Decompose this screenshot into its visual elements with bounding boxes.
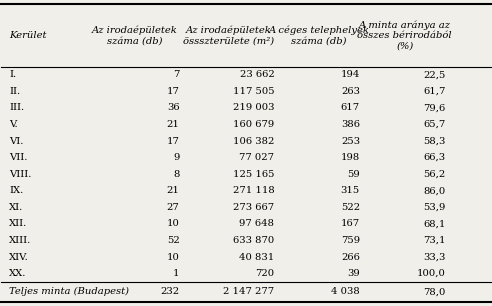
Text: XII.: XII. bbox=[9, 219, 28, 228]
Text: 36: 36 bbox=[167, 103, 180, 113]
Text: 21: 21 bbox=[167, 186, 180, 195]
Text: 106 382: 106 382 bbox=[233, 136, 275, 146]
Text: 198: 198 bbox=[341, 153, 360, 162]
Text: 720: 720 bbox=[255, 269, 275, 278]
Text: 8: 8 bbox=[173, 170, 180, 179]
Text: 86,0: 86,0 bbox=[423, 186, 446, 195]
Text: 4 038: 4 038 bbox=[331, 287, 360, 296]
Text: 315: 315 bbox=[341, 186, 360, 195]
Text: 9: 9 bbox=[173, 153, 180, 162]
Text: 33,3: 33,3 bbox=[423, 252, 446, 262]
Text: 56,2: 56,2 bbox=[423, 170, 446, 179]
Text: 253: 253 bbox=[341, 136, 360, 146]
Text: 617: 617 bbox=[341, 103, 360, 113]
Text: 17: 17 bbox=[167, 136, 180, 146]
Text: 1: 1 bbox=[173, 269, 180, 278]
Text: XIII.: XIII. bbox=[9, 236, 31, 245]
Text: XI.: XI. bbox=[9, 203, 24, 212]
Text: 10: 10 bbox=[167, 219, 180, 228]
Text: 73,1: 73,1 bbox=[423, 236, 446, 245]
Text: A minta aránya az
összes bérirodából
(%): A minta aránya az összes bérirodából (%) bbox=[358, 21, 452, 51]
Text: II.: II. bbox=[9, 87, 20, 96]
Text: 160 679: 160 679 bbox=[233, 120, 275, 129]
Text: 59: 59 bbox=[347, 170, 360, 179]
Text: VI.: VI. bbox=[9, 136, 24, 146]
Text: VIII.: VIII. bbox=[9, 170, 31, 179]
Text: 194: 194 bbox=[340, 70, 360, 79]
Text: 7: 7 bbox=[173, 70, 180, 79]
Text: 61,7: 61,7 bbox=[423, 87, 446, 96]
Text: Az irodaépületek
száma (db): Az irodaépületek száma (db) bbox=[92, 26, 178, 46]
Text: 21: 21 bbox=[167, 120, 180, 129]
Text: 65,7: 65,7 bbox=[423, 120, 446, 129]
Text: 522: 522 bbox=[341, 203, 360, 212]
Text: 66,3: 66,3 bbox=[424, 153, 446, 162]
Text: 52: 52 bbox=[167, 236, 180, 245]
Text: 100,0: 100,0 bbox=[417, 269, 446, 278]
Text: XIV.: XIV. bbox=[9, 252, 29, 262]
Text: A céges telephelyek
száma (db): A céges telephelyek száma (db) bbox=[269, 26, 369, 46]
Text: 58,3: 58,3 bbox=[423, 136, 446, 146]
Text: IX.: IX. bbox=[9, 186, 24, 195]
Text: 232: 232 bbox=[160, 287, 180, 296]
Text: 759: 759 bbox=[341, 236, 360, 245]
Text: 117 505: 117 505 bbox=[233, 87, 275, 96]
Text: Teljes minta (Budapest): Teljes minta (Budapest) bbox=[9, 287, 129, 296]
Text: 17: 17 bbox=[167, 87, 180, 96]
Text: 77 027: 77 027 bbox=[240, 153, 275, 162]
Text: 2 147 277: 2 147 277 bbox=[223, 287, 275, 296]
Text: Az irodaépületek
össszterülete (m²): Az irodaépületek össszterülete (m²) bbox=[184, 26, 275, 46]
Text: 219 003: 219 003 bbox=[233, 103, 275, 113]
Text: Kerület: Kerület bbox=[9, 31, 47, 40]
Text: 23 662: 23 662 bbox=[240, 70, 275, 79]
Text: 40 831: 40 831 bbox=[239, 252, 275, 262]
Text: 53,9: 53,9 bbox=[423, 203, 446, 212]
Text: 633 870: 633 870 bbox=[233, 236, 275, 245]
Text: 39: 39 bbox=[347, 269, 360, 278]
Text: 10: 10 bbox=[167, 252, 180, 262]
Text: 22,5: 22,5 bbox=[423, 70, 446, 79]
Text: 271 118: 271 118 bbox=[233, 186, 275, 195]
Text: 273 667: 273 667 bbox=[233, 203, 275, 212]
Text: V.: V. bbox=[9, 120, 18, 129]
Text: XX.: XX. bbox=[9, 269, 27, 278]
Text: III.: III. bbox=[9, 103, 24, 113]
Text: 97 648: 97 648 bbox=[240, 219, 275, 228]
Text: 125 165: 125 165 bbox=[233, 170, 275, 179]
Text: 68,1: 68,1 bbox=[423, 219, 446, 228]
Text: 266: 266 bbox=[341, 252, 360, 262]
Text: 263: 263 bbox=[341, 87, 360, 96]
Text: 78,0: 78,0 bbox=[423, 287, 446, 296]
Text: 79,6: 79,6 bbox=[423, 103, 446, 113]
Text: 386: 386 bbox=[341, 120, 360, 129]
Text: I.: I. bbox=[9, 70, 16, 79]
Text: 27: 27 bbox=[167, 203, 180, 212]
Text: VII.: VII. bbox=[9, 153, 28, 162]
Text: 167: 167 bbox=[341, 219, 360, 228]
